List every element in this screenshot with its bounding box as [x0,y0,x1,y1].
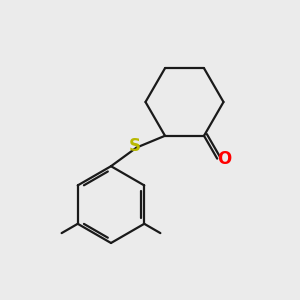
Text: O: O [217,150,231,168]
Text: S: S [129,137,141,155]
